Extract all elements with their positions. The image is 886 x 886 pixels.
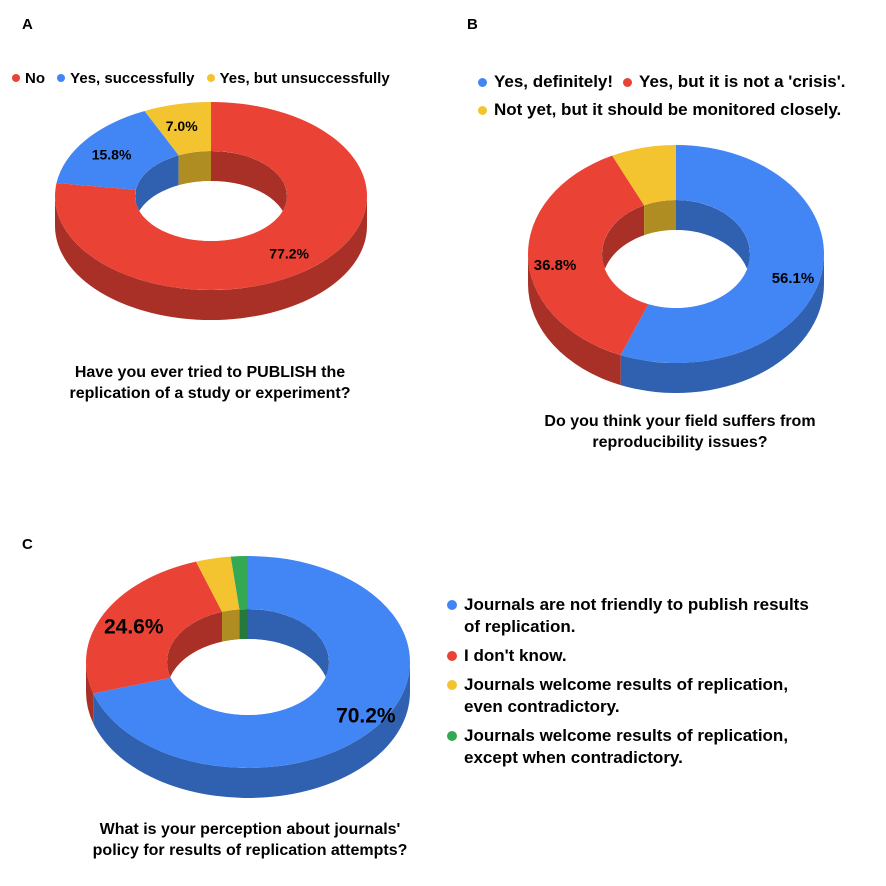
slice-side-0: [55, 196, 367, 320]
slice-2: [196, 556, 240, 612]
legend-b-label: Yes, but it is not a 'crisis'.: [639, 72, 846, 91]
hole-wall-1: [167, 611, 223, 692]
legend-c: Journals are not friendly to publish res…: [447, 594, 809, 776]
slice-0: [93, 556, 410, 768]
legend-dot-icon: [206, 74, 215, 82]
legend-dot-icon: [12, 74, 20, 82]
legend-a-item-yes-unsuccessfully: Yes, but unsuccessfully: [206, 69, 390, 87]
legend-b-item-not-yet: Not yet, but it should be monitored clos…: [478, 96, 841, 124]
slice-2: [612, 145, 676, 206]
legend-a-label: No: [25, 69, 45, 87]
hole-wall-2: [222, 609, 240, 642]
slice-1: [528, 155, 649, 356]
legend-b-label: Yes, definitely!: [494, 72, 614, 91]
slice-side-0: [620, 254, 824, 393]
caption-a-line: replication of a study or experiment?: [69, 385, 351, 402]
legend-a-label: Yes, but unsuccessfully: [219, 69, 390, 87]
slice-side-0: [93, 662, 410, 798]
caption-a: Have you ever tried to PUBLISH the repli…: [20, 362, 400, 404]
legend-c-label: Journals are not friendly to publish res…: [464, 595, 809, 614]
legend-dot-icon: [478, 77, 487, 87]
slice-0: [54, 102, 368, 291]
caption-b-line: Do you think your field suffers from: [544, 413, 816, 430]
legend-c-label: I don't know.: [464, 646, 567, 665]
legend-dot-icon: [623, 77, 633, 87]
caption-a-line: Have you ever tried to PUBLISH the: [74, 364, 346, 381]
value-label-0: 70.2%: [336, 704, 396, 727]
panel-letter-a: A: [22, 16, 33, 33]
hole-wall-3: [239, 609, 248, 640]
legend-a-item-no: No: [12, 70, 45, 87]
caption-c: What is your perception about journals' …: [20, 819, 480, 861]
legend-dot-icon: [447, 680, 457, 690]
hole-wall-0: [676, 200, 750, 284]
hole-wall-2: [178, 151, 211, 186]
legend-dot-icon: [447, 600, 457, 610]
slice-3: [230, 556, 248, 610]
legend-c-label: Journals welcome results of replication,: [464, 675, 789, 694]
slice-side-1: [86, 662, 94, 724]
slice-side-1: [528, 254, 621, 386]
panel-letter-c: C: [22, 536, 33, 553]
donut-chart-c: 70.2% 24.6%: [86, 556, 410, 798]
legend-b-item-yes-definitely: Yes, definitely!: [478, 68, 613, 96]
panel-letter-b: B: [467, 16, 478, 33]
donut-chart-a: 77.2% 15.8% 7.0%: [54, 102, 368, 320]
legend-b: Yes, definitely! Yes, but it is not a 'c…: [478, 68, 846, 124]
caption-c-line: What is your perception about journals': [99, 821, 401, 838]
value-label-1: 15.8%: [92, 147, 132, 163]
legend-c-label: except when contradictory.: [464, 748, 683, 767]
value-label-0: 77.2%: [269, 245, 309, 261]
legend-c-item-dont-know: I don't know.: [447, 645, 809, 667]
caption-c-line: policy for results of replication attemp…: [92, 842, 408, 859]
legend-dot-icon: [478, 105, 487, 115]
slice-0: [620, 145, 825, 363]
caption-b: Do you think your field suffers from rep…: [480, 411, 880, 453]
donut-chart-b: 56.1% 36.8%: [528, 145, 825, 393]
legend-c-label: Journals welcome results of replication,: [464, 726, 789, 745]
value-label-2: 7.0%: [166, 118, 198, 134]
hole-wall-1: [135, 155, 179, 220]
slice-1: [86, 561, 223, 694]
legend-dot-icon: [447, 651, 457, 661]
hole-wall-0: [248, 609, 329, 692]
legend-a: No Yes, successfully Yes, but unsuccessf…: [12, 69, 390, 87]
slice-1: [56, 110, 179, 190]
legend-c-item-welcome-contradictory: Journals welcome results of replication,…: [447, 674, 809, 718]
legend-a-label: Yes, successfully: [70, 69, 195, 87]
legend-c-item-not-friendly: Journals are not friendly to publish res…: [447, 594, 809, 638]
legend-c-label: even contradictory.: [464, 697, 620, 716]
value-label-0: 56.1%: [772, 270, 815, 287]
legend-dot-icon: [447, 731, 457, 741]
value-label-1: 24.6%: [104, 615, 164, 638]
legend-dot-icon: [57, 74, 66, 82]
hole-wall-2: [644, 200, 676, 236]
legend-c-item-except-contradictory: Journals welcome results of replication,…: [447, 725, 809, 769]
hole-wall-1: [602, 205, 645, 284]
legend-b-label: Not yet, but it should be monitored clos…: [494, 100, 842, 119]
legend-b-item-not-crisis: Yes, but it is not a 'crisis'.: [623, 68, 846, 96]
value-label-1: 36.8%: [534, 257, 577, 274]
slice-2: [144, 102, 211, 156]
legend-a-item-yes-successfully: Yes, successfully: [57, 70, 194, 87]
caption-b-line: reproducibility issues?: [592, 434, 768, 451]
legend-c-label: of replication.: [464, 617, 576, 636]
hole-wall-0: [211, 151, 287, 226]
